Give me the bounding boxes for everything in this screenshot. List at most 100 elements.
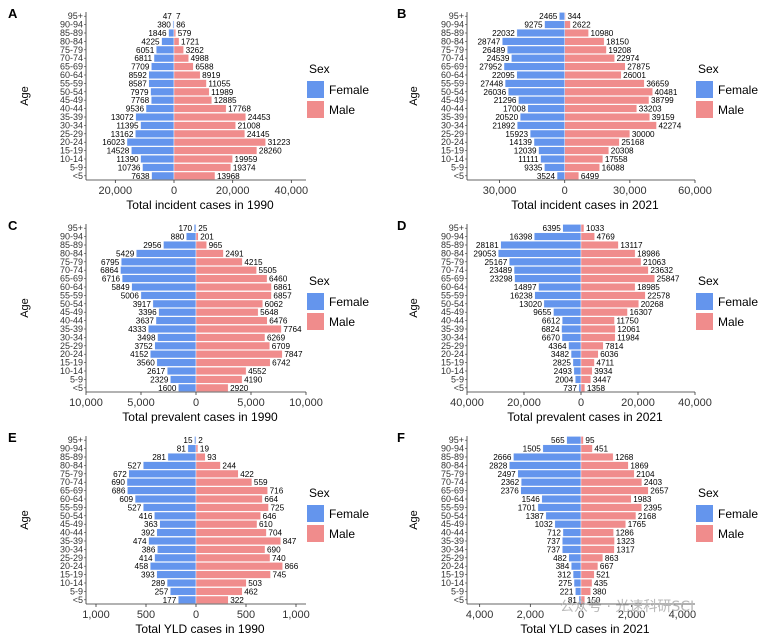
value-label-female-b: 9335 [524,163,543,172]
bar-male-f [580,436,584,445]
bar-male-f [580,562,599,571]
bar-male-f [580,537,615,545]
bar-female-c [140,291,197,300]
bar-male-b [564,96,650,105]
value-label-male-d: 4769 [597,233,616,242]
bar-female-d [561,325,582,333]
age-tick-c: 80-84 [60,248,83,258]
value-label-male-b: 33203 [639,105,662,114]
x-tick-label-c: 5,000 [237,397,265,409]
value-label-male-b: 2622 [572,21,591,30]
age-tick-b: 5-9 [451,162,464,172]
value-label-female-e: 416 [139,512,153,521]
value-label-male-c: 4552 [248,367,267,376]
bar-male-c [195,232,199,241]
age-tick-c: 45-49 [60,307,83,317]
bar-male-b [564,62,626,71]
bar-female-a [168,29,175,37]
age-tick-a: 10-14 [60,154,83,164]
value-label-female-b: 21296 [494,96,517,105]
value-label-female-d: 6670 [542,333,561,342]
age-tick-a: 50-54 [60,87,83,97]
value-label-male-f: 1765 [628,520,647,529]
legend-title-e: Sex [309,486,330,500]
bar-male-f [580,444,593,453]
bar-male-c [195,249,224,258]
value-label-male-e: 2 [198,436,203,445]
bar-male-f [580,520,626,529]
value-label-female-a: 10736 [118,163,141,172]
value-label-female-e: 686 [112,487,126,496]
bar-male-a [173,138,266,147]
legend-swatch-female-b [696,81,713,98]
value-label-male-e: 866 [285,562,299,571]
age-tick-e: 60-64 [60,494,83,504]
bar-female-d [534,291,582,300]
legend-swatch-male-c [307,313,324,330]
value-label-male-b: 42274 [659,121,682,130]
x-tick-label-e: 1,000 [282,609,310,621]
bar-male-e [195,503,269,512]
value-label-female-d: 16398 [509,233,532,242]
legend-label-male-c: Male [329,315,355,329]
legend-swatch-female-a [307,81,324,98]
bar-male-d [580,350,599,359]
age-tick-f: 80-84 [441,460,464,470]
bar-male-c [195,383,229,392]
value-label-male-d: 22578 [647,291,670,300]
value-label-female-d: 6612 [542,317,561,326]
bar-male-d [580,299,639,308]
bar-female-a [151,62,175,71]
age-tick-a: <5 [73,171,83,181]
bar-female-d [562,224,582,233]
bar-male-b [564,163,600,172]
bar-female-d [500,241,582,249]
value-label-female-f: 2497 [498,470,517,479]
value-label-female-b: 22095 [492,71,515,80]
age-tick-b: 65-69 [441,62,464,72]
value-label-female-c: 3396 [138,308,157,317]
value-label-male-f: 1323 [617,537,636,546]
bar-male-b [564,37,605,46]
bar-female-c [136,249,197,258]
bar-male-b [564,71,622,79]
age-tick-c: 5-9 [70,374,83,384]
bar-male-b [564,87,653,96]
value-label-male-c: 2920 [230,384,249,393]
value-label-female-c: 170 [178,224,192,233]
bar-male-e [195,545,266,554]
x-axis-title-e: Total YLD cases in 1990 [135,622,265,635]
bar-male-f [580,486,649,495]
value-label-male-e: 740 [272,554,286,563]
age-tick-d: 15-19 [441,358,464,368]
age-tick-e: 70-74 [60,477,83,487]
value-label-male-b: 25168 [621,138,644,147]
value-label-female-a: 9536 [126,105,145,114]
age-tick-c: 25-29 [60,341,83,351]
age-tick-a: 70-74 [60,53,83,63]
value-label-female-e: 289 [151,579,165,588]
bar-male-f [580,503,642,512]
age-tick-a: 5-9 [70,162,83,172]
age-tick-d: 30-34 [441,332,464,342]
age-tick-d: 10-14 [441,366,464,376]
bar-female-e [154,511,197,520]
value-label-male-d: 23632 [650,266,673,275]
bar-female-d [572,358,582,367]
y-axis-title-a: Age [19,86,31,106]
value-label-female-a: 11390 [116,155,139,164]
x-tick-label-f: 4,000 [669,609,697,621]
value-label-male-f: 380 [593,587,607,596]
value-label-female-f: 2828 [489,461,508,470]
value-label-male-b: 17558 [605,155,628,164]
age-tick-a: 25-29 [60,129,83,139]
value-label-female-d: 13020 [519,300,542,309]
bar-female-c [154,341,197,350]
bar-male-f [580,579,593,587]
value-label-female-e: 527 [128,461,142,470]
value-label-female-e: 672 [113,470,127,479]
age-tick-a: 55-59 [60,78,83,88]
age-tick-e: 20-24 [60,561,83,571]
bar-female-b [540,155,565,163]
value-label-male-c: 6269 [267,333,286,342]
